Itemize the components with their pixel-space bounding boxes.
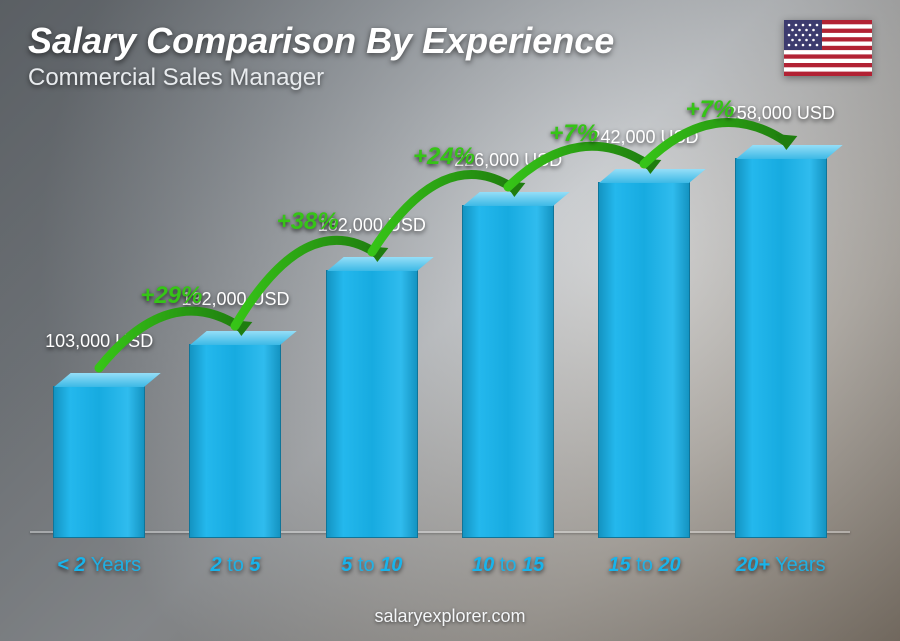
country-flag-icon <box>784 20 872 76</box>
bar-column: 103,000 USD< 2 Years <box>40 386 158 577</box>
chart-stage: Salary Comparison By Experience Commerci… <box>0 0 900 641</box>
chart-subtitle: Commercial Sales Manager <box>28 64 324 92</box>
bar-column: 242,000 USD15 to 20 <box>585 182 703 577</box>
footer-credit: salaryexplorer.com <box>0 606 900 627</box>
bar-chart: 103,000 USD< 2 Years132,000 USD2 to 5182… <box>40 97 840 577</box>
bar-value-label: 226,000 USD <box>454 150 562 171</box>
bar-value-label: 132,000 USD <box>181 289 289 310</box>
bar <box>598 182 690 538</box>
bar-category-label: 2 to 5 <box>210 554 260 577</box>
bar-category-label: < 2 Years <box>57 554 141 577</box>
bar-value-label: 103,000 USD <box>45 331 153 352</box>
bar-column: 258,000 USD20+ Years <box>722 158 840 577</box>
bar-category-label: 15 to 20 <box>608 554 680 577</box>
bar-category-label: 20+ Years <box>736 554 826 577</box>
bar-column: 182,000 USD5 to 10 <box>313 270 431 577</box>
bar <box>735 158 827 538</box>
bar-value-label: 182,000 USD <box>318 215 426 236</box>
bar-category-label: 5 to 10 <box>341 554 402 577</box>
bar-column: 132,000 USD2 to 5 <box>176 344 294 577</box>
bar-category-label: 10 to 15 <box>472 554 544 577</box>
bar-value-label: 242,000 USD <box>590 127 698 148</box>
chart-title: Salary Comparison By Experience <box>28 20 614 62</box>
bar <box>53 386 145 538</box>
bar <box>462 205 554 538</box>
bar <box>326 270 418 538</box>
bar-column: 226,000 USD10 to 15 <box>449 205 567 577</box>
bar-value-label: 258,000 USD <box>727 103 835 124</box>
bar <box>189 344 281 538</box>
